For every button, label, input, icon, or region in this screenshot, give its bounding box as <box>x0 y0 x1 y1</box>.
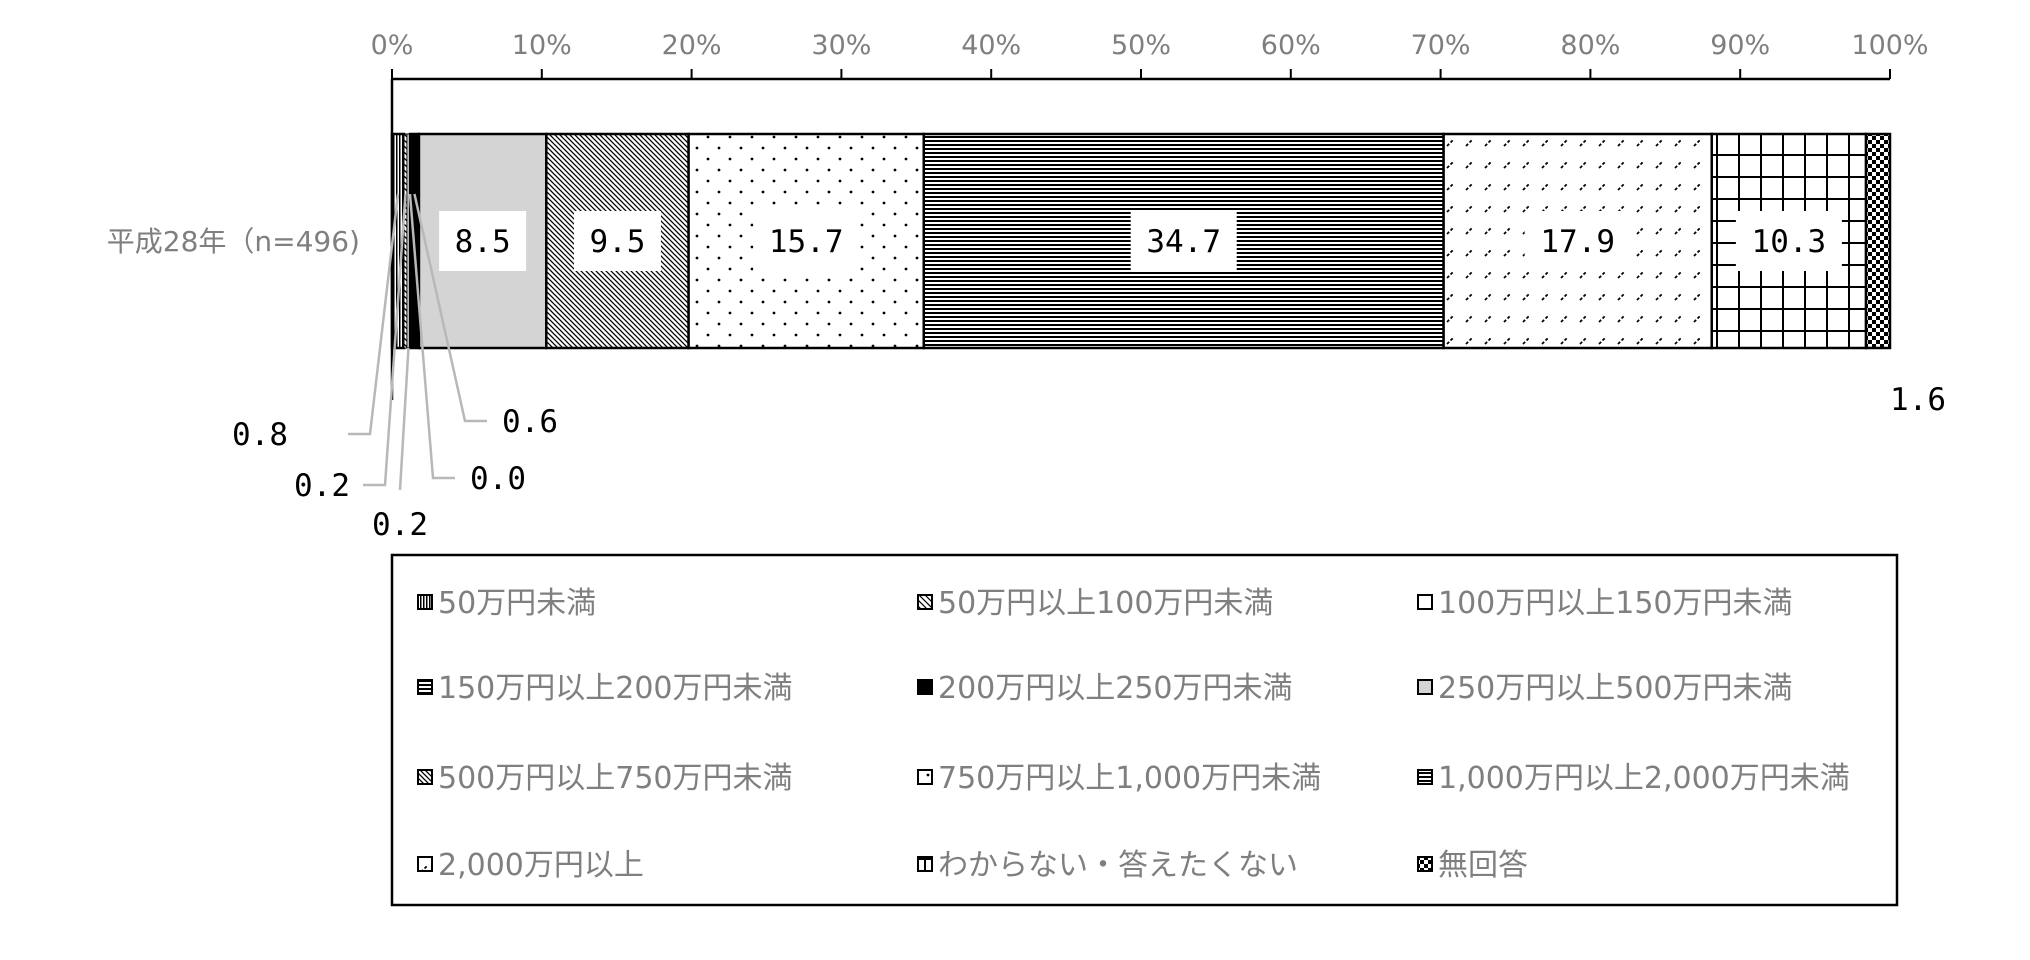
legend-label: 50万円未満 <box>438 586 596 621</box>
legend-label: 2,000万円以上 <box>438 848 644 883</box>
leader-line <box>363 193 407 487</box>
data-label-box <box>439 211 527 271</box>
legend-label: 無回答 <box>1438 848 1528 883</box>
data-label: 0.0 <box>470 461 526 497</box>
x-tick-label: 0% <box>371 30 414 61</box>
x-tick-label: 60% <box>1261 30 1321 61</box>
legend-frame <box>390 553 1899 907</box>
data-label: 15.7 <box>769 224 844 260</box>
x-tick-label: 100% <box>1851 30 1928 61</box>
data-label: 0.6 <box>502 404 558 440</box>
x-tick-label: 50% <box>1111 30 1171 61</box>
legend-label: 250万円以上500万円未満 <box>1438 671 1793 706</box>
leader-line <box>398 347 410 491</box>
x-tick-label: 70% <box>1411 30 1471 61</box>
legend-swatch <box>917 679 933 695</box>
legend-swatch <box>1417 679 1433 695</box>
data-label-box <box>1735 211 1842 271</box>
data-label-box <box>753 211 860 271</box>
legend-swatch <box>1417 856 1433 872</box>
category-label: 平成28年（n=496) <box>107 225 360 258</box>
legend-swatch <box>417 679 433 695</box>
data-label: 8.5 <box>455 224 511 260</box>
legend-label: 150万円以上200万円未満 <box>438 671 793 706</box>
x-tick-label: 10% <box>512 30 572 61</box>
legend: 50万円未満 50万円以上100万円未満 100万円以上150万円未満 150万円以上… <box>390 553 1899 907</box>
legend-label: 100万円以上150万円未満 <box>1438 586 1793 621</box>
legend-swatch <box>917 856 933 872</box>
data-label: 10.3 <box>1752 224 1827 260</box>
leader-line <box>408 193 455 480</box>
legend-swatch <box>417 856 433 872</box>
legend-swatch <box>417 594 433 610</box>
legend-label: 750万円以上1,000万円未満 <box>938 761 1321 796</box>
leader-line <box>348 193 400 436</box>
legend-label: 1,000万円以上2,000万円未満 <box>1438 761 1850 796</box>
legend-label: 50万円以上100万円未満 <box>938 586 1273 621</box>
legend-swatch <box>1417 594 1433 610</box>
data-label: 1.6 <box>1890 382 1946 418</box>
x-tick-label: 80% <box>1560 30 1620 61</box>
leader-line <box>413 193 487 423</box>
data-label: 0.2 <box>372 507 428 543</box>
data-label: 34.7 <box>1146 224 1221 260</box>
legend-swatch <box>917 769 933 785</box>
data-label: 0.2 <box>294 468 350 504</box>
x-tick-label: 90% <box>1710 30 1770 61</box>
legend-label: 200万円以上250万円未満 <box>938 671 1293 706</box>
x-tick-label: 20% <box>662 30 722 61</box>
x-axis: 0% 10% 20% 30% 40% 50% 60% 70% 80% 90% 100% <box>371 30 1929 400</box>
legend-swatch <box>917 594 933 610</box>
data-label-box <box>1524 211 1631 271</box>
x-tick-label: 30% <box>811 30 871 61</box>
data-label-box <box>573 211 661 271</box>
data-label: 9.5 <box>589 224 645 260</box>
legend-label: わからない・答えたくない <box>938 848 1298 883</box>
data-labels: 8.5 9.5 15.7 34.7 17.9 10.30.80.20.20.00.61.6 <box>232 193 1946 543</box>
data-label-box <box>1130 211 1237 271</box>
legend-swatch <box>417 769 433 785</box>
bar-segment <box>1864 132 1892 350</box>
x-tick-label: 40% <box>961 30 1021 61</box>
data-label: 0.8 <box>232 417 288 453</box>
legend-swatch <box>1417 769 1433 785</box>
legend-label: 500万円以上750万円未満 <box>438 761 793 796</box>
category-labels: 平成28年（n=496) <box>107 225 360 258</box>
data-label: 17.9 <box>1540 224 1615 260</box>
